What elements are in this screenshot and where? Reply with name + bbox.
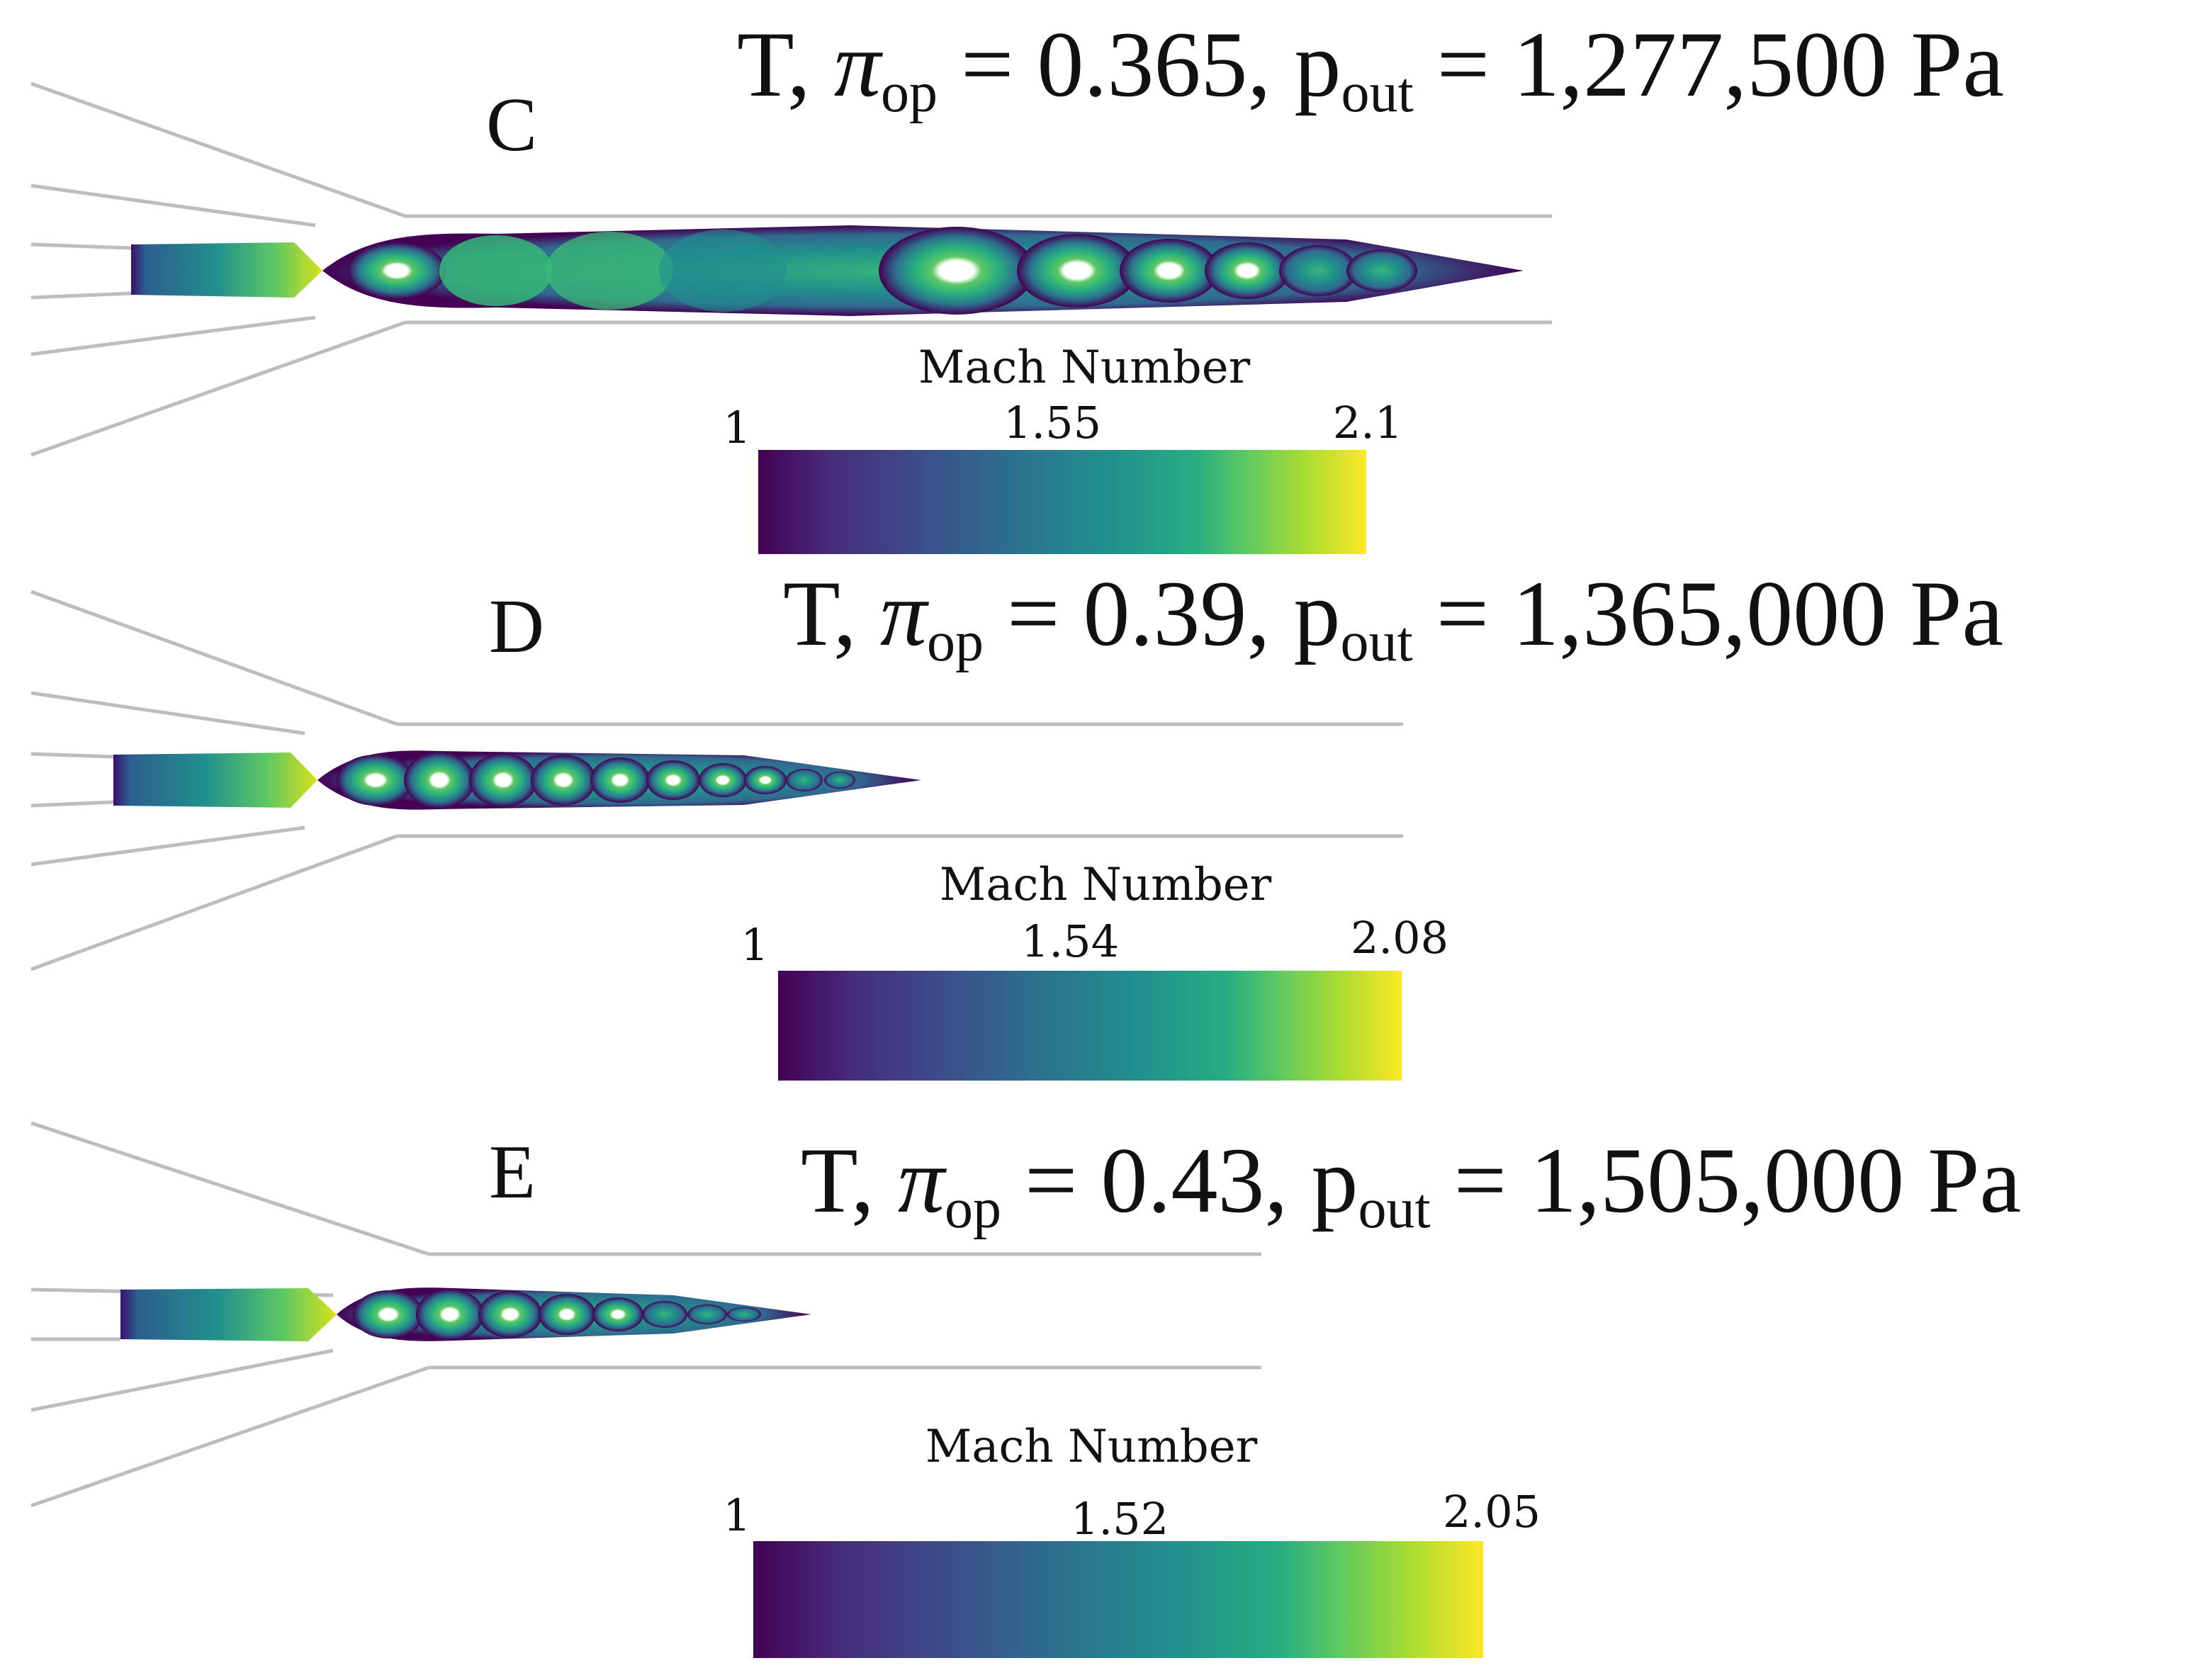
panel-c-colorbar-label: Mach Number: [918, 342, 1251, 394]
panel-d-geometry: [30, 590, 1403, 971]
panel-d: T, πop = 0.39, pout = 1,365,000 Pa D: [30, 561, 2003, 1081]
panel-e-title: T, πop = 0.43, pout = 1,505,000 Pa: [801, 1128, 2021, 1240]
panel-c-letter: C: [486, 83, 537, 167]
panel-c-geometry: [30, 81, 1552, 457]
panel-d-colorbar-max: 2.08: [1351, 912, 1448, 964]
panel-e-letter: E: [489, 1130, 536, 1214]
panel-d-colorbar-mid: 1.54: [1021, 915, 1119, 967]
panel-c-colorbar-max: 2.1: [1333, 397, 1403, 449]
panel-e-colorbar: [753, 1541, 1483, 1658]
panel-e-colorbar-label: Mach Number: [925, 1421, 1258, 1473]
panel-c-jet: [322, 225, 1524, 316]
panel-c-colorbar-mid: 1.55: [1003, 397, 1101, 449]
panel-c-colorbar-min: 1: [723, 402, 750, 453]
panel-d-letter: D: [489, 585, 544, 669]
panel-c-title: T, πop = 0.365, pout = 1,277,500 Pa: [737, 12, 2004, 124]
panel-e-jet: [337, 1287, 811, 1341]
panel-d-colorbar: [778, 971, 1402, 1081]
panel-c-nozzle: [131, 242, 322, 298]
panel-c-colorbar: [758, 450, 1366, 554]
panel-d-nozzle: [113, 752, 317, 808]
panel-e-colorbar-min: 1: [723, 1489, 750, 1541]
panel-e-nozzle: [120, 1288, 337, 1341]
panel-d-jet: [317, 750, 921, 810]
panel-c: T, πop = 0.365, pout = 1,277,500 Pa C: [30, 12, 2004, 554]
panel-d-title: T, πop = 0.39, pout = 1,365,000 Pa: [783, 561, 2003, 673]
panel-e: T, πop = 0.43, pout = 1,505,000 Pa E Mac…: [30, 1121, 2021, 1658]
panel-d-colorbar-label: Mach Number: [940, 859, 1272, 911]
panel-d-colorbar-min: 1: [741, 919, 768, 971]
panel-e-colorbar-mid: 1.52: [1071, 1493, 1169, 1545]
panel-e-colorbar-max: 2.05: [1443, 1486, 1541, 1538]
